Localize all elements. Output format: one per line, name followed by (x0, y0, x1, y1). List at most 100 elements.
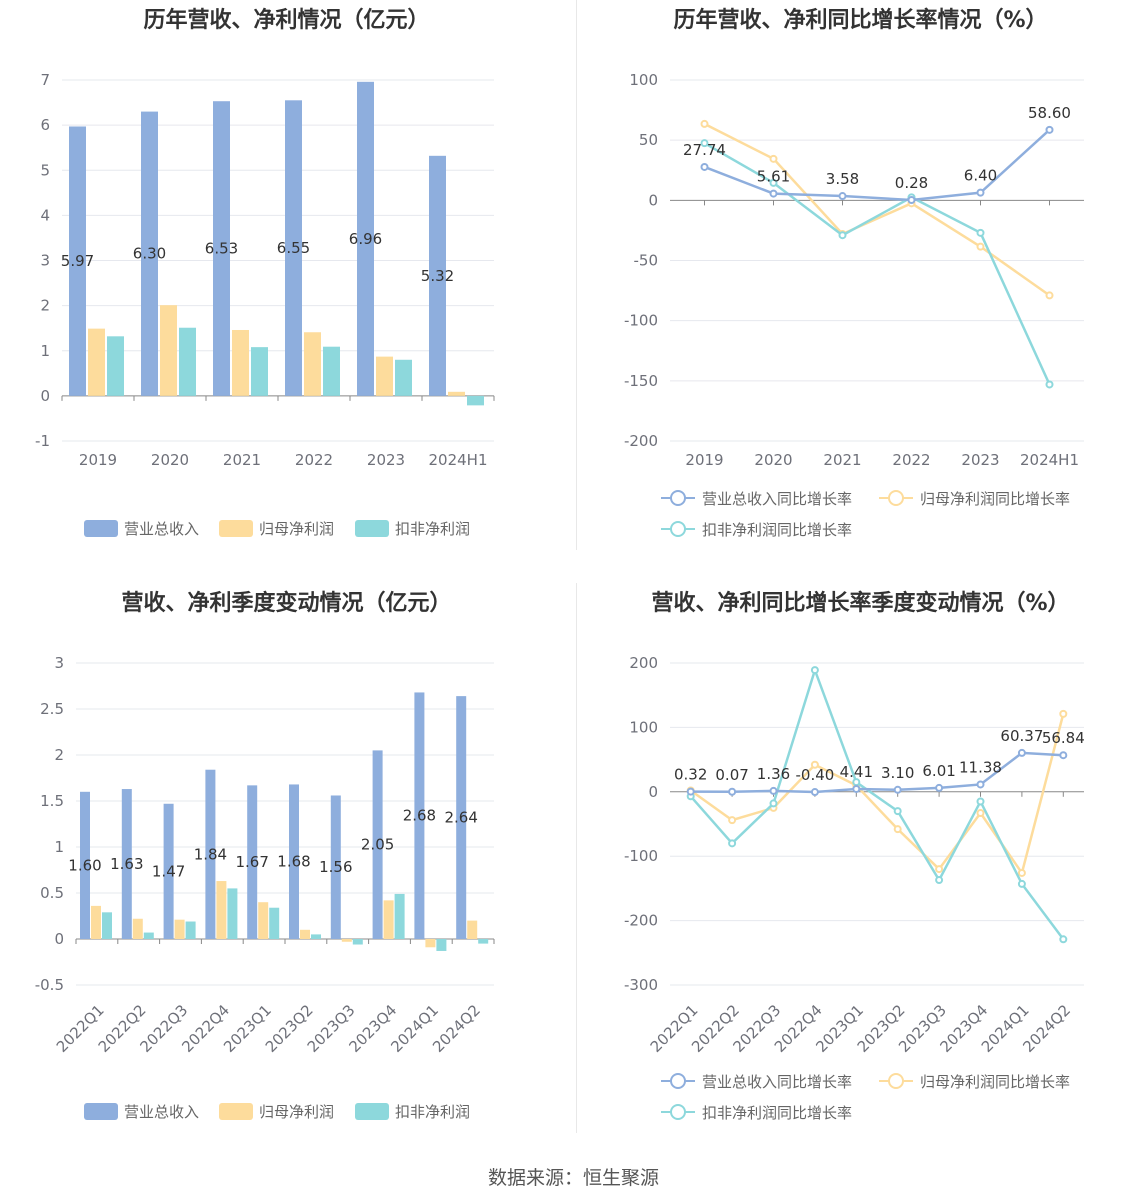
series-line-deducted-profit (703, 142, 1051, 385)
chart-title: 营收、净利季度变动情况（亿元） (121, 591, 452, 616)
data-label: 6.96 (349, 230, 382, 248)
series-point (686, 787, 695, 796)
series-point (769, 799, 778, 808)
y-tick-label: 6 (40, 116, 50, 134)
legend-swatch (219, 520, 253, 537)
bar-parent-profit (341, 939, 352, 942)
quarterly-growth-chart: -300 -200 -100 0 100 200 0.32 0.07 1.36 -0.40 4.41… (624, 654, 1085, 1122)
x-tick-label: 2022 (892, 451, 930, 469)
legend-swatch (219, 1103, 253, 1120)
bar-deducted-profit (478, 939, 489, 944)
series-point (1059, 751, 1068, 760)
series-point (893, 825, 902, 834)
panel-divider (576, 583, 577, 1133)
legend-label: 归母净利润 (259, 520, 334, 538)
series-point (1045, 125, 1054, 134)
data-label: 56.84 (1042, 729, 1085, 747)
series-point (1017, 748, 1026, 757)
bar-parent-profit (174, 919, 185, 939)
series-line-parent-profit (703, 122, 1051, 297)
y-tick-label: -100 (624, 312, 658, 330)
quarterly-bar-panel: 营收、净利季度变动情况（亿元） -0.5 0 0.5 1 1.5 2 2.5 3 1.60 1.6… (0, 583, 573, 1163)
legend-label: 扣非净利润同比增长率 (702, 1104, 852, 1122)
bar-deducted-profit (107, 336, 124, 396)
x-tick-label: 2019 (685, 451, 723, 469)
bar-parent-profit (216, 881, 227, 939)
series-point (1045, 291, 1054, 300)
bar-revenue (357, 81, 374, 396)
legend-label: 归母净利润 (259, 1103, 334, 1121)
bar-parent-profit (160, 305, 177, 396)
data-label: 1.63 (110, 855, 143, 873)
y-tick-label: -200 (624, 432, 658, 450)
data-label: 4.41 (840, 763, 873, 781)
x-tick-label: 2024H1 (1020, 451, 1079, 469)
bar-parent-profit (467, 920, 478, 939)
bar-deducted-profit (269, 907, 280, 939)
bar-revenue (372, 750, 383, 939)
data-label: 1.60 (68, 856, 101, 874)
bar-revenue (205, 769, 216, 939)
data-label: 1.36 (757, 765, 790, 783)
legend-marker (670, 521, 686, 537)
legend-swatch (355, 1103, 389, 1120)
series-point (1059, 709, 1068, 718)
y-tick-label: 100 (629, 718, 658, 736)
series-point (838, 231, 847, 240)
data-label: 6.40 (964, 167, 997, 185)
data-label: 3.10 (881, 764, 914, 782)
series-point (728, 839, 737, 848)
legend-marker (888, 490, 904, 506)
data-label: 60.37 (1000, 727, 1043, 745)
series-point (907, 195, 916, 204)
bar-deducted-profit (395, 359, 412, 396)
annual-bar-panel: 历年营收、净利情况（亿元） -1 0 1 2 3 4 5 6 7 5.97 6.30 6.53 6.55… (0, 0, 573, 580)
bar-deducted-profit (102, 912, 112, 939)
chart-title: 历年营收、净利同比增长率情况（%） (673, 8, 1048, 33)
legend-label: 营业总收入同比增长率 (702, 490, 852, 508)
legend-label: 扣非净利润 (395, 520, 470, 538)
bar-revenue (80, 791, 90, 939)
bar-deducted-profit (179, 327, 196, 396)
bar-parent-profit (258, 902, 269, 939)
data-label: 2.68 (403, 807, 436, 825)
y-tick-label: 1.5 (40, 792, 64, 810)
bar-parent-profit (383, 900, 394, 939)
bar-parent-profit (91, 905, 101, 939)
chart-title: 营收、净利同比增长率季度变动情况（%） (651, 591, 1070, 616)
data-label: 3.58 (826, 170, 859, 188)
bar-parent-profit (300, 929, 310, 939)
y-tick-label: 7 (40, 71, 50, 89)
x-tick-label: 2022 (295, 451, 333, 469)
data-label: 0.28 (895, 174, 928, 192)
bar-parent-profit (132, 918, 143, 939)
y-tick-label: 0 (54, 930, 64, 948)
data-label: 1.67 (235, 853, 268, 871)
y-tick-label: -0.5 (35, 976, 64, 994)
data-label: 1.84 (194, 845, 227, 863)
bar-revenue (213, 101, 230, 396)
bar-parent-profit (448, 391, 465, 396)
y-tick-label: -100 (624, 847, 658, 865)
legend-marker (888, 1073, 904, 1089)
legend-label: 营业总收入同比增长率 (702, 1073, 852, 1091)
series-point (893, 785, 902, 794)
x-tick-label: 2023 (367, 451, 405, 469)
y-tick-label: 0 (648, 783, 658, 801)
bar-deducted-profit (323, 346, 340, 396)
bar-parent-profit (425, 939, 436, 948)
series-line-revenue (690, 751, 1064, 794)
bar-revenue (456, 696, 467, 939)
bar-deducted-profit (436, 939, 447, 951)
y-tick-label: 3 (40, 252, 50, 270)
y-tick-label: 200 (629, 654, 658, 672)
series-point (700, 139, 709, 148)
data-label: 11.38 (959, 758, 1002, 776)
bar-deducted-profit (394, 893, 405, 939)
data-label: 1.68 (277, 853, 310, 871)
series-point (935, 783, 944, 792)
data-label: 6.01 (922, 762, 955, 780)
x-tick-label: 2024H1 (429, 451, 488, 469)
annual-growth-panel: 历年营收、净利同比增长率情况（%） -200 -150 -100 -50 0 50 100 2… (574, 0, 1147, 580)
bar-parent-profit (304, 332, 321, 396)
